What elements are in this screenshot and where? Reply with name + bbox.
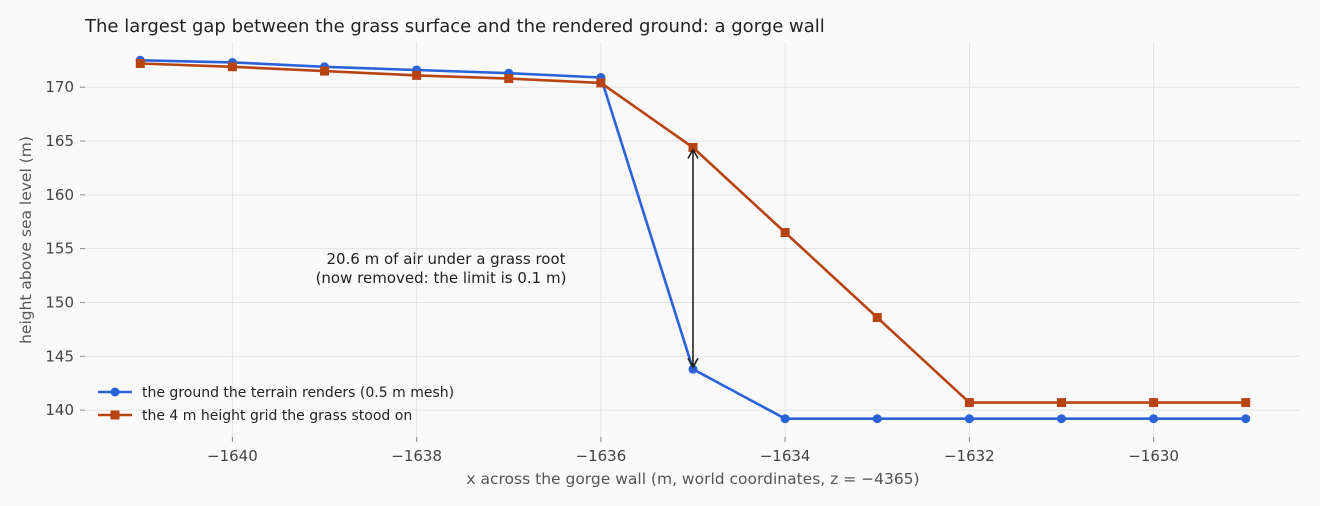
- y-tick-label: 165: [45, 132, 74, 150]
- data-point: [1241, 414, 1251, 424]
- legend: the ground the terrain renders (0.5 m me…: [98, 385, 454, 424]
- y-axis-label: height above sea level (m): [17, 136, 35, 344]
- x-tick-label: −1638: [391, 447, 442, 465]
- x-tick-label: −1632: [944, 447, 995, 465]
- data-point: [780, 414, 790, 424]
- gap-arrow-head-bottom: [687, 357, 699, 369]
- x-tick-label: −1630: [1128, 447, 1179, 465]
- data-point: [964, 398, 974, 408]
- data-point: [1056, 398, 1066, 408]
- y-tick-label: 145: [45, 347, 74, 365]
- data-point: [1149, 398, 1159, 408]
- y-tick-label: 170: [45, 78, 74, 96]
- data-point: [1056, 414, 1066, 424]
- legend-swatch-marker: [110, 387, 120, 397]
- annotation-line-2: (now removed: the limit is 0.1 m): [316, 269, 567, 287]
- y-tick-label: 160: [45, 186, 74, 204]
- legend-swatch-marker: [110, 410, 120, 420]
- x-axis-ticks: −1640 −1638 −1636 −1634 −1632 −1630: [207, 437, 1179, 465]
- data-point: [227, 62, 237, 72]
- data-point: [780, 228, 790, 238]
- series-1: [135, 59, 1251, 408]
- x-tick-label: −1640: [207, 447, 258, 465]
- series-layer: [135, 55, 1251, 424]
- data-point: [412, 70, 422, 80]
- data-point: [964, 414, 974, 424]
- annotation-layer: 20.6 m of air under a grass root(now rem…: [316, 147, 699, 369]
- data-point: [688, 142, 698, 152]
- plot-area: 20.6 m of air under a grass root(now rem…: [85, 42, 1301, 437]
- data-point: [872, 414, 882, 424]
- y-tick-label: 140: [45, 401, 74, 419]
- chart-title: The largest gap between the grass surfac…: [84, 16, 825, 37]
- annotation-line-1: 20.6 m of air under a grass root: [326, 250, 565, 268]
- y-tick-label: 155: [45, 240, 74, 258]
- data-point: [320, 66, 330, 76]
- x-tick-label: −1634: [760, 447, 811, 465]
- y-axis-ticks: 140 145 150 155 160 165 170: [45, 78, 85, 419]
- data-point: [1241, 398, 1251, 408]
- x-axis-label: x across the gorge wall (m, world coordi…: [466, 470, 919, 488]
- data-point: [688, 364, 698, 374]
- data-point: [596, 78, 606, 88]
- data-point: [504, 74, 514, 84]
- gap-arrow-head-top: [687, 147, 699, 159]
- legend-label: the 4 m height grid the grass stood on: [142, 408, 412, 424]
- data-point: [135, 59, 145, 69]
- y-tick-label: 150: [45, 293, 74, 311]
- data-point: [1149, 414, 1159, 424]
- data-point: [872, 313, 882, 323]
- x-tick-label: −1636: [576, 447, 627, 465]
- legend-label: the ground the terrain renders (0.5 m me…: [142, 385, 454, 401]
